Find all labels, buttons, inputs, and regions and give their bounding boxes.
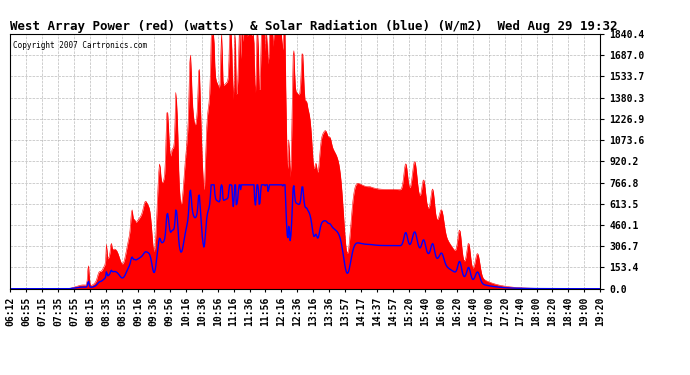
Text: Copyright 2007 Cartronics.com: Copyright 2007 Cartronics.com: [13, 41, 148, 50]
Text: West Array Power (red) (watts)  & Solar Radiation (blue) (W/m2)  Wed Aug 29 19:3: West Array Power (red) (watts) & Solar R…: [10, 20, 618, 33]
